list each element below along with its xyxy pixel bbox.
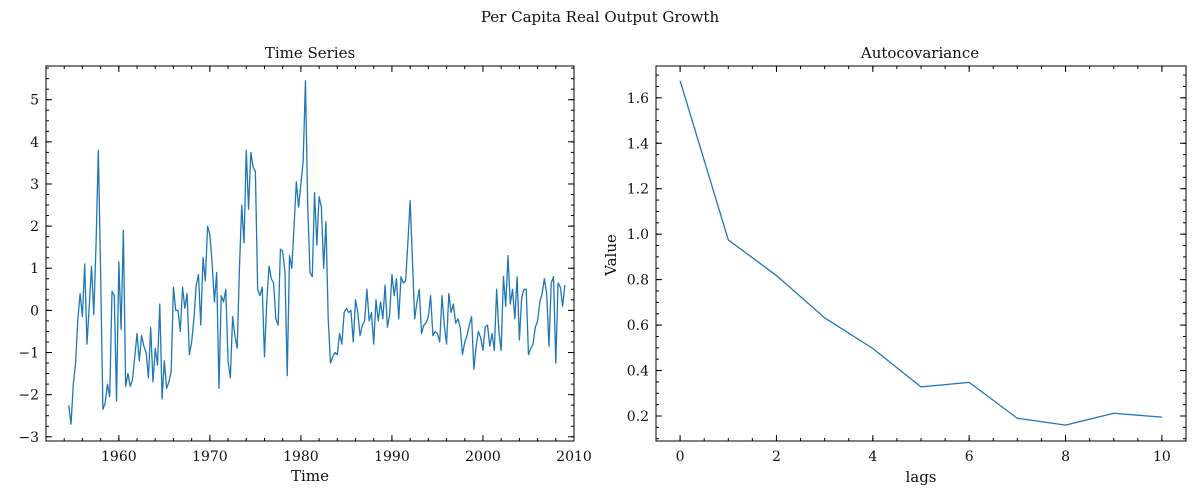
time-series-x-tick-label: 1960 [101,449,137,465]
time-series-title: Time Series [265,44,355,62]
autocovariance-y-tick-label: 1.2 [627,182,649,198]
autocovariance-plot-area [655,65,1187,442]
time-series-y-tick-label: 3 [30,177,39,193]
autocovariance-y-tick-label: 0.2 [627,409,649,425]
time-series-y-tick-label: −2 [18,388,39,404]
autocovariance-y-tick-label: 1.0 [627,227,649,243]
time-series-y-tick-label: 2 [30,219,39,235]
time-series-x-tick-label: 1980 [283,449,319,465]
autocovariance-x-tick-label: 6 [965,449,974,465]
autocovariance-y-tick-label: 0.4 [627,364,649,380]
autocovariance-ticks: 0 2 4 6 8 10 0.2 0.4 0.6 0.8 1.0 1.2 1.4 1.6 [627,66,1187,465]
autocovariance-y-axis-label: Value [602,234,620,277]
autocovariance-x-tick-label: 10 [1153,449,1171,465]
time-series-plot-area [45,65,575,442]
time-series-y-tick-label: −1 [18,346,39,362]
time-series-y-tick-label: 5 [30,93,39,109]
autocovariance-x-tick-label: 8 [1061,449,1070,465]
autocovariance-title: Autocovariance [860,44,979,62]
time-series-x-tick-label: 2010 [556,449,592,465]
time-series-x-tick-label: 1970 [192,449,228,465]
autocovariance-series [679,80,1162,426]
time-series-y-tick-label: 0 [30,303,39,319]
autocovariance-x-tick-label: 2 [772,449,781,465]
time-series-y-tick-label: −3 [18,430,39,446]
autocovariance-panel: Autocovariance 0 2 4 6 8 10 0.2 0.4 0.6 0.8 1.0 1.2… [602,44,1187,486]
autocovariance-x-tick-label: 0 [676,449,685,465]
time-series-series [68,80,566,425]
autocovariance-y-tick-label: 0.6 [627,318,649,334]
figure-suptitle: Per Capita Real Output Growth [481,8,720,26]
autocovariance-y-tick-label: 1.6 [627,91,649,107]
autocovariance-series-line [679,80,1162,426]
time-series-x-tick-label: 1990 [374,449,410,465]
time-series-y-tick-label: 4 [30,135,39,151]
autocovariance-x-tick-label: 4 [868,449,877,465]
autocovariance-x-axis-label: lags [905,468,936,486]
time-series-y-tick-label: 1 [30,261,39,277]
time-series-x-axis-label: Time [291,467,329,485]
time-series-ticks: 1960 1970 1980 1990 2000 2010 −3 −2 −1 0 1 2 3 4 5 [18,66,592,465]
time-series-panel: Time Series 1960 1970 1980 1990 2000 2010 −3 −2… [18,44,591,485]
time-series-series-line [68,80,566,425]
autocovariance-y-tick-label: 1.4 [627,136,649,152]
time-series-x-tick-label: 2000 [465,449,501,465]
autocovariance-y-tick-label: 0.8 [627,273,649,289]
